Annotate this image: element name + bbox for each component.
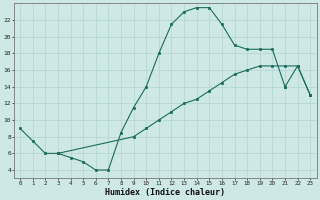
X-axis label: Humidex (Indice chaleur): Humidex (Indice chaleur) (105, 188, 225, 197)
